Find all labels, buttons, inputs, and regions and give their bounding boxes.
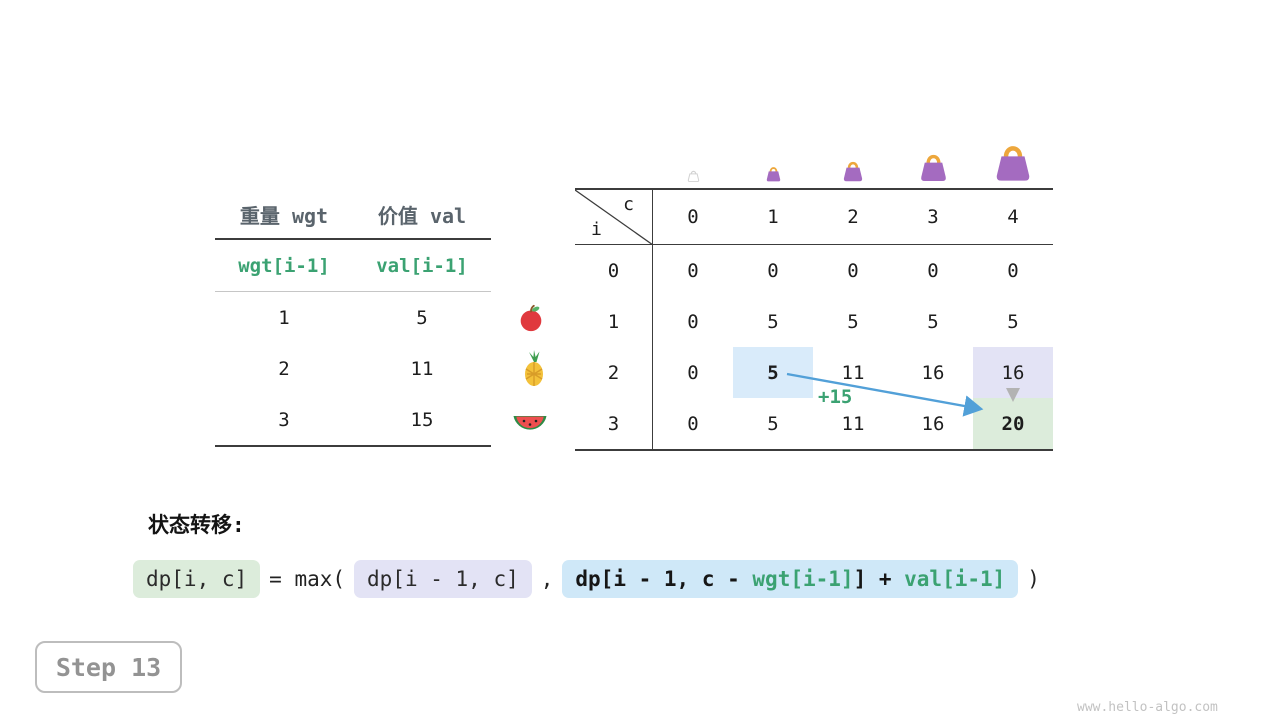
item-2-wgt: 2 xyxy=(278,357,290,380)
dp-cell-1-0: 0 xyxy=(687,310,699,333)
items-table-var-row: wgt[i-1] val[i-1] xyxy=(215,240,491,292)
item-3-wgt: 3 xyxy=(278,408,290,431)
dp-cell-3-2: 11 xyxy=(841,412,865,435)
dp-table: c i 0 1 2 3 4 0 0 0 0 0 0 1 0 5 5 5 5 2 … xyxy=(575,188,1053,451)
items-table-header: 重量 wgt 价值 val xyxy=(215,190,491,240)
dp-cell-0-4: 0 xyxy=(1007,259,1019,282)
items-table: 重量 wgt 价值 val wgt[i-1] val[i-1] 1 5 2 11… xyxy=(215,190,491,447)
corner-col-var: c xyxy=(623,194,634,215)
take-option-prefix: dp[i - 1, c - xyxy=(575,567,753,591)
val-column-header: 价值 val xyxy=(377,203,467,228)
dp-table-corner: c i xyxy=(575,190,653,245)
step-badge: Step 13 xyxy=(35,641,182,693)
formula-keep-option-box: dp[i - 1, c] xyxy=(354,560,532,598)
dp-cell-0-3: 0 xyxy=(927,259,939,282)
col-header-4: 4 xyxy=(973,190,1053,245)
dp-cell-2-4-keep-highlight: 16 xyxy=(973,347,1053,398)
transition-formula: dp[i, c] = max( dp[i - 1, c] , dp[i - 1,… xyxy=(133,560,1040,598)
pineapple-icon xyxy=(518,350,550,392)
apple-icon xyxy=(516,303,546,337)
capacity-bags-row xyxy=(653,130,1053,182)
state-transition-heading: 状态转移: xyxy=(148,513,245,537)
dp-cell-3-0: 0 xyxy=(687,412,699,435)
item-1-val: 5 xyxy=(416,306,428,329)
take-option-mid: ] + xyxy=(853,567,905,591)
row-header-0: 0 xyxy=(575,245,653,296)
col-header-0: 0 xyxy=(653,190,733,245)
item-row-2: 2 11 xyxy=(215,343,491,394)
dp-cell-2-1-source-highlight: 5 xyxy=(733,347,813,398)
dp-cell-0-2: 0 xyxy=(847,259,859,282)
arrow-gain-label: +15 xyxy=(818,386,853,408)
watermark: www.hello-algo.com xyxy=(1077,700,1218,715)
dp-cell-3-1: 5 xyxy=(767,412,779,435)
wgt-var-label: wgt[i-1] xyxy=(238,254,330,277)
col-header-2: 2 xyxy=(813,190,893,245)
bag-icon-capacity-3 xyxy=(893,130,973,182)
dp-cell-0-0: 0 xyxy=(687,259,699,282)
row-header-2: 2 xyxy=(575,347,653,398)
item-3-val: 15 xyxy=(410,408,434,431)
dp-cell-1-4: 5 xyxy=(1007,310,1019,333)
item-row-3: 3 15 xyxy=(215,394,491,445)
formula-comma: , xyxy=(540,567,554,591)
take-option-wgt: wgt[i-1] xyxy=(752,567,854,591)
bag-icon-capacity-0 xyxy=(653,130,733,182)
dp-cell-1-2: 5 xyxy=(847,310,859,333)
bag-icon-capacity-1 xyxy=(733,130,813,182)
val-var-label: val[i-1] xyxy=(376,254,468,277)
corner-row-var: i xyxy=(591,219,602,240)
item-2-val: 11 xyxy=(410,357,434,380)
take-option-val: val[i-1] xyxy=(904,567,1006,591)
row-header-1: 1 xyxy=(575,296,653,347)
col-header-1: 1 xyxy=(733,190,813,245)
watermelon-icon xyxy=(512,408,548,440)
formula-equals-max: = max( xyxy=(269,567,346,591)
dp-cell-3-3: 16 xyxy=(921,412,945,435)
bag-icon-capacity-4 xyxy=(973,130,1053,182)
corner-diagonal-line xyxy=(575,190,653,245)
wgt-column-header: 重量 wgt xyxy=(239,203,329,228)
dp-cell-3-4-target-highlight: 20 xyxy=(973,398,1053,449)
dp-cell-0-1: 0 xyxy=(767,259,779,282)
dp-cell-1-1: 5 xyxy=(767,310,779,333)
item-1-wgt: 1 xyxy=(278,306,290,329)
formula-close-paren: ) xyxy=(1027,567,1040,591)
row-header-3: 3 xyxy=(575,398,653,449)
formula-lhs-box: dp[i, c] xyxy=(133,560,261,598)
dp-cell-1-3: 5 xyxy=(927,310,939,333)
item-row-1: 1 5 xyxy=(215,292,491,343)
dp-cell-2-3: 16 xyxy=(921,361,945,384)
dp-cell-2-0: 0 xyxy=(687,361,699,384)
bag-icon-capacity-2 xyxy=(813,130,893,182)
col-header-3: 3 xyxy=(893,190,973,245)
formula-take-option-box: dp[i - 1, c - wgt[i-1]] + val[i-1] xyxy=(562,560,1019,598)
